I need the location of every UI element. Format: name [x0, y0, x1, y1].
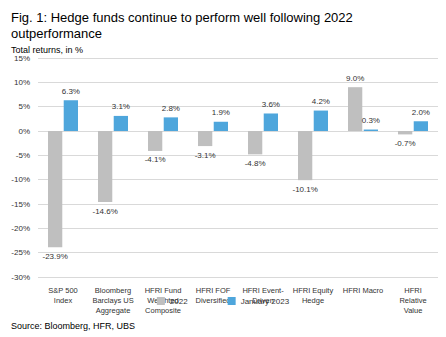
svg-text:3.6%: 3.6% — [262, 100, 280, 109]
svg-text:Relative: Relative — [399, 296, 426, 305]
svg-text:-10%: -10% — [11, 175, 30, 184]
svg-text:0%: 0% — [18, 127, 30, 136]
svg-text:15%: 15% — [14, 54, 30, 63]
svg-text:Total returns, in %: Total returns, in % — [11, 45, 83, 55]
svg-text:Weighted: Weighted — [147, 295, 179, 305]
svg-text:Diversified: Diversified — [195, 296, 230, 305]
svg-text:-10.1%: -10.1% — [292, 185, 317, 194]
svg-text:-15%: -15% — [11, 200, 30, 209]
svg-text:0.3%: 0.3% — [362, 116, 380, 125]
svg-text:Composite: Composite — [145, 306, 181, 315]
svg-text:Value: Value — [404, 306, 423, 315]
svg-text:Hedge: Hedge — [302, 296, 324, 305]
svg-text:outperformance: outperformance — [11, 26, 102, 41]
svg-text:Aggregate: Aggregate — [96, 306, 131, 315]
svg-text:HFRI: HFRI — [404, 286, 422, 295]
svg-text:-5%: -5% — [16, 151, 30, 160]
svg-text:2.0%: 2.0% — [412, 108, 430, 117]
svg-text:HFRI Event-: HFRI Event- — [242, 286, 284, 295]
svg-text:-20%: -20% — [11, 224, 30, 233]
svg-text:S&P 500: S&P 500 — [48, 286, 77, 295]
svg-text:HFRI Fund: HFRI Fund — [145, 286, 182, 295]
svg-text:-4.8%: -4.8% — [245, 159, 266, 168]
svg-text:9.0%: 9.0% — [346, 74, 364, 83]
svg-text:HFRI FOF: HFRI FOF — [196, 286, 231, 295]
svg-text:-14.6%: -14.6% — [92, 207, 117, 216]
svg-text:January 2023: January 2023 — [241, 297, 290, 306]
svg-text:Index: Index — [54, 296, 73, 305]
svg-text:2.8%: 2.8% — [162, 104, 180, 113]
svg-text:2022: 2022 — [170, 297, 188, 306]
svg-text:10%: 10% — [14, 78, 30, 87]
svg-text:HFRI Equity: HFRI Equity — [293, 286, 334, 295]
svg-text:Fig. 1: Hedge funds continue t: Fig. 1: Hedge funds continue to perform … — [11, 10, 353, 25]
svg-text:-4.1%: -4.1% — [145, 155, 166, 164]
svg-text:Bloomberg: Bloomberg — [95, 286, 131, 295]
svg-text:-25%: -25% — [11, 248, 30, 257]
svg-text:1.9%: 1.9% — [212, 108, 230, 117]
svg-text:Barclays US: Barclays US — [92, 296, 133, 305]
svg-text:-30%: -30% — [11, 273, 30, 282]
svg-text:4.2%: 4.2% — [312, 97, 330, 106]
svg-text:Source: Bloomberg, HFR, UBS: Source: Bloomberg, HFR, UBS — [11, 321, 135, 331]
svg-text:6.3%: 6.3% — [62, 87, 80, 96]
svg-text:-23.9%: -23.9% — [42, 252, 67, 261]
svg-text:-3.1%: -3.1% — [195, 151, 216, 160]
svg-text:HFRI Macro: HFRI Macro — [343, 286, 383, 295]
svg-text:3.1%: 3.1% — [112, 102, 130, 111]
svg-text:-0.7%: -0.7% — [395, 139, 416, 148]
svg-text:5%: 5% — [18, 102, 30, 111]
